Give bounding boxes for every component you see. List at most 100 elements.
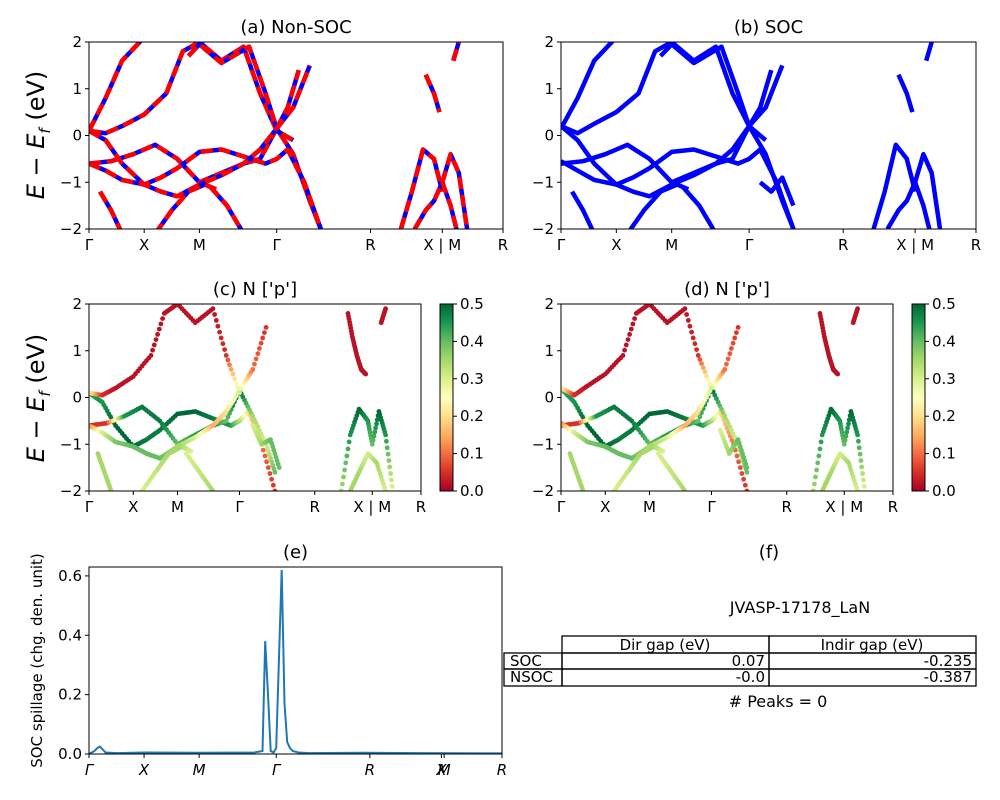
band-point <box>225 357 231 363</box>
band-point <box>730 340 736 346</box>
band-point <box>734 453 740 459</box>
band-point <box>265 465 271 470</box>
band-point <box>685 318 691 323</box>
table-header-dir-gap: Dir gap (eV) <box>620 636 711 654</box>
band-point <box>276 465 282 470</box>
y-tick-label: 1 <box>72 342 82 360</box>
band-point <box>388 471 393 476</box>
band-line-non-soc <box>98 190 123 229</box>
band-point <box>155 332 161 337</box>
x-tick-label: R <box>365 761 375 779</box>
band-point <box>153 337 159 342</box>
band-point <box>687 323 693 329</box>
x-tick-label: X <box>611 236 621 254</box>
plot-area <box>561 304 867 491</box>
y-tick-label: 0 <box>544 127 554 145</box>
band-point <box>845 425 850 431</box>
band-point <box>841 441 847 447</box>
band-point <box>108 488 114 491</box>
band-line-soc <box>924 42 934 62</box>
axes-frame <box>560 303 894 492</box>
band-point <box>623 342 629 348</box>
band-line-non-soc <box>440 151 470 229</box>
x-tick-label: X | M <box>896 236 934 254</box>
x-tick-label: M <box>193 236 206 254</box>
material-id: JVASP-17178_LaN <box>729 598 870 618</box>
band-point <box>253 356 259 362</box>
band-point <box>630 321 636 327</box>
band-point <box>859 464 865 470</box>
band-point <box>855 432 860 438</box>
colorbar-tick-label: 0.2 <box>932 407 956 425</box>
band-point <box>225 414 231 420</box>
band-point <box>383 306 388 312</box>
table-cell-value: -0.0 <box>736 668 765 686</box>
x-tick-label: Γ <box>557 236 566 254</box>
band-line-non-soc <box>186 42 301 131</box>
band-point <box>818 439 824 445</box>
band-point <box>817 446 823 452</box>
x-tick-label: X | M <box>353 498 391 516</box>
band-point <box>386 458 392 463</box>
band-point <box>345 446 351 452</box>
band-point <box>372 429 378 435</box>
plot-area <box>561 42 943 229</box>
panel-title: (b) SOC <box>734 17 803 38</box>
y-tick-label: 2 <box>72 33 82 51</box>
band-point <box>150 347 156 353</box>
band-point <box>697 357 703 362</box>
colorbar-tick-label: 0.1 <box>460 445 484 463</box>
band-point <box>232 376 237 382</box>
band-line-soc <box>681 185 716 229</box>
x-tick-label: Γ <box>273 236 282 254</box>
x-tick-label: Γ <box>272 761 282 779</box>
band-line-soc <box>912 151 943 229</box>
y-tick-label: 1 <box>72 80 82 98</box>
band-point <box>370 437 376 443</box>
panel-f-title: (f) <box>759 542 779 563</box>
x-tick-label: M <box>665 236 678 254</box>
x-tick-label: Γ <box>707 498 716 516</box>
band-point <box>855 488 860 491</box>
y-tick-label: 0 <box>72 127 82 145</box>
axes-frame <box>88 303 422 492</box>
band-point <box>260 447 266 453</box>
band-point <box>235 385 241 391</box>
band-point <box>704 373 709 379</box>
colorbar-tick-label: 0.5 <box>932 295 956 313</box>
band-point <box>220 341 226 347</box>
band-point <box>233 381 239 386</box>
band-point <box>729 346 734 351</box>
band-point <box>223 418 229 424</box>
band-point <box>690 335 696 341</box>
band-point <box>625 337 631 342</box>
band-point <box>682 488 688 491</box>
band-point <box>694 347 699 352</box>
band-point <box>812 481 817 487</box>
y-tick-label: −2 <box>532 220 554 238</box>
band-point <box>700 365 706 371</box>
band-point <box>705 377 711 383</box>
y-tick-label: −1 <box>60 173 82 191</box>
band-point <box>384 445 390 451</box>
band-point <box>272 488 278 491</box>
x-tick-label: X <box>435 761 447 779</box>
band-line-non-soc <box>412 180 459 229</box>
band-point <box>855 306 860 312</box>
x-tick-label: R <box>498 236 508 254</box>
axes-frame <box>560 41 977 230</box>
band-point <box>218 335 224 341</box>
band-point <box>835 371 841 377</box>
y-tick-label: 0.4 <box>58 626 82 644</box>
x-tick-label: Γ <box>85 236 94 254</box>
band-point <box>846 460 852 466</box>
band-point <box>622 347 627 353</box>
colorbar-tick-label: 0.0 <box>932 482 956 500</box>
band-point <box>699 361 704 366</box>
band-point <box>846 421 851 427</box>
plot-area <box>89 42 470 229</box>
band-point <box>257 346 262 351</box>
x-tick-label: X <box>128 498 138 516</box>
table-row-label: SOC <box>510 652 542 670</box>
